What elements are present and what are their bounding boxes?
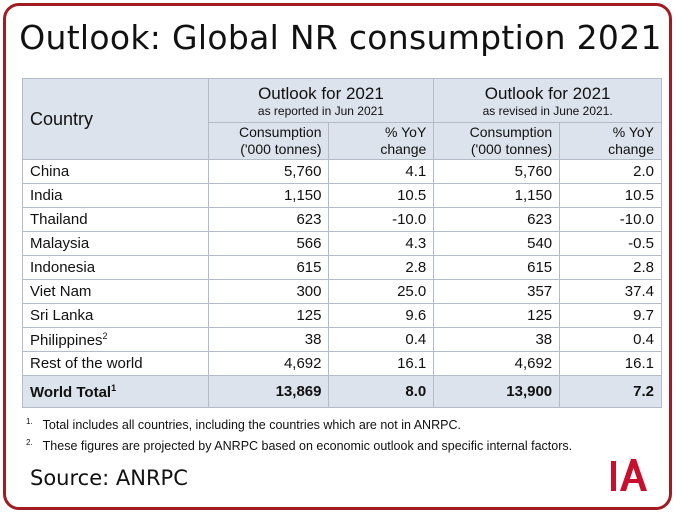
page-title: Outlook: Global NR consumption 2021 bbox=[19, 18, 662, 57]
consumption-revised-cell: 615 bbox=[433, 255, 561, 280]
group-header-revised: Outlook for 2021 as revised in June 2021… bbox=[433, 78, 662, 123]
consumption-revised-cell: 540 bbox=[433, 231, 561, 256]
country-cell: Philippines2 bbox=[22, 327, 209, 352]
yoy-revised-cell: 16.1 bbox=[559, 351, 662, 376]
table-row: India 1,150 10.5 1,150 10.5 bbox=[22, 183, 662, 208]
table-row: Philippines2 38 0.4 38 0.4 bbox=[22, 327, 662, 352]
country-cell: Thailand bbox=[22, 207, 209, 232]
yoy-reported-cell: 9.6 bbox=[328, 303, 435, 328]
table-row: China 5,760 4.1 5,760 2.0 bbox=[22, 159, 662, 184]
consumption-reported-cell: 566 bbox=[207, 231, 330, 256]
consumption-reported-cell: 125 bbox=[207, 303, 330, 328]
yoy-header: % YoY change bbox=[328, 122, 435, 160]
consumption-reported-cell: 615 bbox=[207, 255, 330, 280]
consumption-revised-cell: 38 bbox=[433, 327, 561, 352]
yoy-reported-cell: -10.0 bbox=[328, 207, 435, 232]
consumption-reported-cell: 5,760 bbox=[207, 159, 330, 184]
group-title: Outlook for 2021 bbox=[258, 84, 384, 103]
table-row: Malaysia 566 4.3 540 -0.5 bbox=[22, 231, 662, 256]
group-subtitle: as reported in Jun 2021 bbox=[257, 104, 384, 118]
yoy-reported-cell: 16.1 bbox=[328, 351, 435, 376]
table-row: Thailand 623 -10.0 623 -10.0 bbox=[22, 207, 662, 232]
consumption-revised-cell: 1,150 bbox=[433, 183, 561, 208]
yoy-revised-cell: -0.5 bbox=[559, 231, 662, 256]
header-row-top: Country Outlook for 2021 as reported in … bbox=[22, 78, 662, 160]
country-cell: Indonesia bbox=[22, 255, 209, 280]
yoy-reported-cell: 4.3 bbox=[328, 231, 435, 256]
group-title: Outlook for 2021 bbox=[484, 84, 611, 103]
yoy-revised-cell: -10.0 bbox=[559, 207, 662, 232]
table-row: Rest of the world 4,692 16.1 4,692 16.1 bbox=[22, 351, 662, 376]
consumption-table: Country Outlook for 2021 as reported in … bbox=[22, 78, 662, 408]
consumption-reported-cell: 1,150 bbox=[207, 183, 330, 208]
footnote: 1. Total includes all countries, includin… bbox=[26, 417, 461, 433]
consumption-revised-cell: 623 bbox=[433, 207, 561, 232]
group-header-reported: Outlook for 2021 as reported in Jun 2021 bbox=[207, 78, 435, 123]
yoy-revised-cell: 37.4 bbox=[559, 279, 662, 304]
consumption-revised-cell: 357 bbox=[433, 279, 561, 304]
yoy-revised-cell: 2.8 bbox=[559, 255, 662, 280]
consumption-reported-cell: 300 bbox=[207, 279, 330, 304]
yoy-reported-cell: 10.5 bbox=[328, 183, 435, 208]
group-subtitle: as revised in June 2021. bbox=[482, 104, 613, 118]
country-cell: China bbox=[22, 159, 209, 184]
yoy-revised-cell: 9.7 bbox=[559, 303, 662, 328]
yoy-header: % YoY change bbox=[559, 122, 662, 160]
footnote: 2. These figures are projected by ANRPC b… bbox=[26, 438, 573, 454]
consumption-reported-cell: 623 bbox=[207, 207, 330, 232]
brand-logo-icon bbox=[611, 459, 647, 491]
consumption-header: Consumption ('000 tonnes) bbox=[433, 122, 561, 160]
source-label: Source: ANRPC bbox=[30, 466, 188, 490]
country-cell: World Total1 bbox=[22, 375, 209, 408]
consumption-reported-cell: 4,692 bbox=[207, 351, 330, 376]
country-header: Country bbox=[22, 78, 209, 160]
yoy-reported-cell: 2.8 bbox=[328, 255, 435, 280]
country-cell: Rest of the world bbox=[22, 351, 209, 376]
consumption-reported-cell: 13,869 bbox=[207, 375, 330, 408]
country-cell: Viet Nam bbox=[22, 279, 209, 304]
yoy-revised-cell: 2.0 bbox=[559, 159, 662, 184]
consumption-revised-cell: 13,900 bbox=[433, 375, 561, 408]
table-row: Indonesia 615 2.8 615 2.8 bbox=[22, 255, 662, 280]
consumption-revised-cell: 5,760 bbox=[433, 159, 561, 184]
yoy-reported-cell: 8.0 bbox=[328, 375, 435, 408]
total-row: World Total1 13,869 8.0 13,900 7.2 bbox=[22, 375, 662, 408]
yoy-reported-cell: 4.1 bbox=[328, 159, 435, 184]
country-cell: India bbox=[22, 183, 209, 208]
yoy-revised-cell: 10.5 bbox=[559, 183, 662, 208]
table-row: Sri Lanka 125 9.6 125 9.7 bbox=[22, 303, 662, 328]
consumption-reported-cell: 38 bbox=[207, 327, 330, 352]
country-cell: Malaysia bbox=[22, 231, 209, 256]
table-row: Viet Nam 300 25.0 357 37.4 bbox=[22, 279, 662, 304]
header-row-sub: Consumption ('000 tonnes) % YoY change C… bbox=[23, 122, 662, 160]
consumption-header: Consumption ('000 tonnes) bbox=[207, 122, 330, 160]
yoy-reported-cell: 25.0 bbox=[328, 279, 435, 304]
yoy-revised-cell: 7.2 bbox=[559, 375, 662, 408]
consumption-revised-cell: 4,692 bbox=[433, 351, 561, 376]
yoy-revised-cell: 0.4 bbox=[559, 327, 662, 352]
yoy-reported-cell: 0.4 bbox=[328, 327, 435, 352]
footnote-marker: 1 bbox=[111, 382, 117, 393]
footnotes: 1. Total includes all countries, includin… bbox=[26, 413, 572, 455]
footnote-marker: 2 bbox=[102, 330, 108, 341]
consumption-revised-cell: 125 bbox=[433, 303, 561, 328]
country-cell: Sri Lanka bbox=[22, 303, 209, 328]
